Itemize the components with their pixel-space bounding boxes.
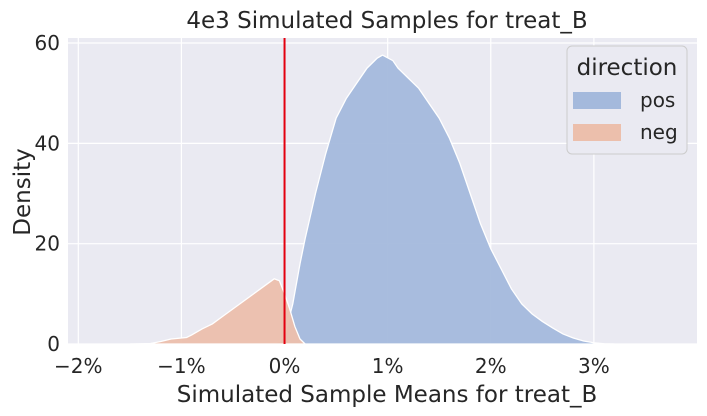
density-area-pos <box>268 54 615 345</box>
legend-label-pos: pos <box>640 88 675 112</box>
x-tick-label: 3% <box>578 354 610 378</box>
x-tick-label: 1% <box>372 354 404 378</box>
x-tick-label: 0% <box>269 354 301 378</box>
x-axis-label: Simulated Sample Means for treat_B <box>177 382 598 408</box>
x-axis-ticks: −2% −1% 0% 1% 2% 3% <box>54 354 610 378</box>
legend-swatch-pos <box>573 92 621 109</box>
y-tick-label: 0 <box>47 332 60 356</box>
y-tick-label: 20 <box>35 232 60 256</box>
x-tick-label: 2% <box>475 354 507 378</box>
legend: direction pos neg <box>566 45 688 155</box>
legend-title: direction <box>577 55 678 81</box>
chart-title: 4e3 Simulated Samples for treat_B <box>186 8 587 34</box>
density-area-neg <box>129 278 307 345</box>
y-tick-label: 60 <box>35 31 60 55</box>
x-tick-label: −1% <box>157 354 206 378</box>
y-axis-label: Density <box>10 148 36 235</box>
legend-swatch-neg <box>573 124 621 141</box>
y-tick-label: 40 <box>35 131 60 155</box>
y-axis-ticks: 0 20 40 60 <box>35 31 60 356</box>
density-areas <box>129 54 615 345</box>
x-tick-label: −2% <box>54 354 103 378</box>
legend-label-neg: neg <box>640 120 678 144</box>
